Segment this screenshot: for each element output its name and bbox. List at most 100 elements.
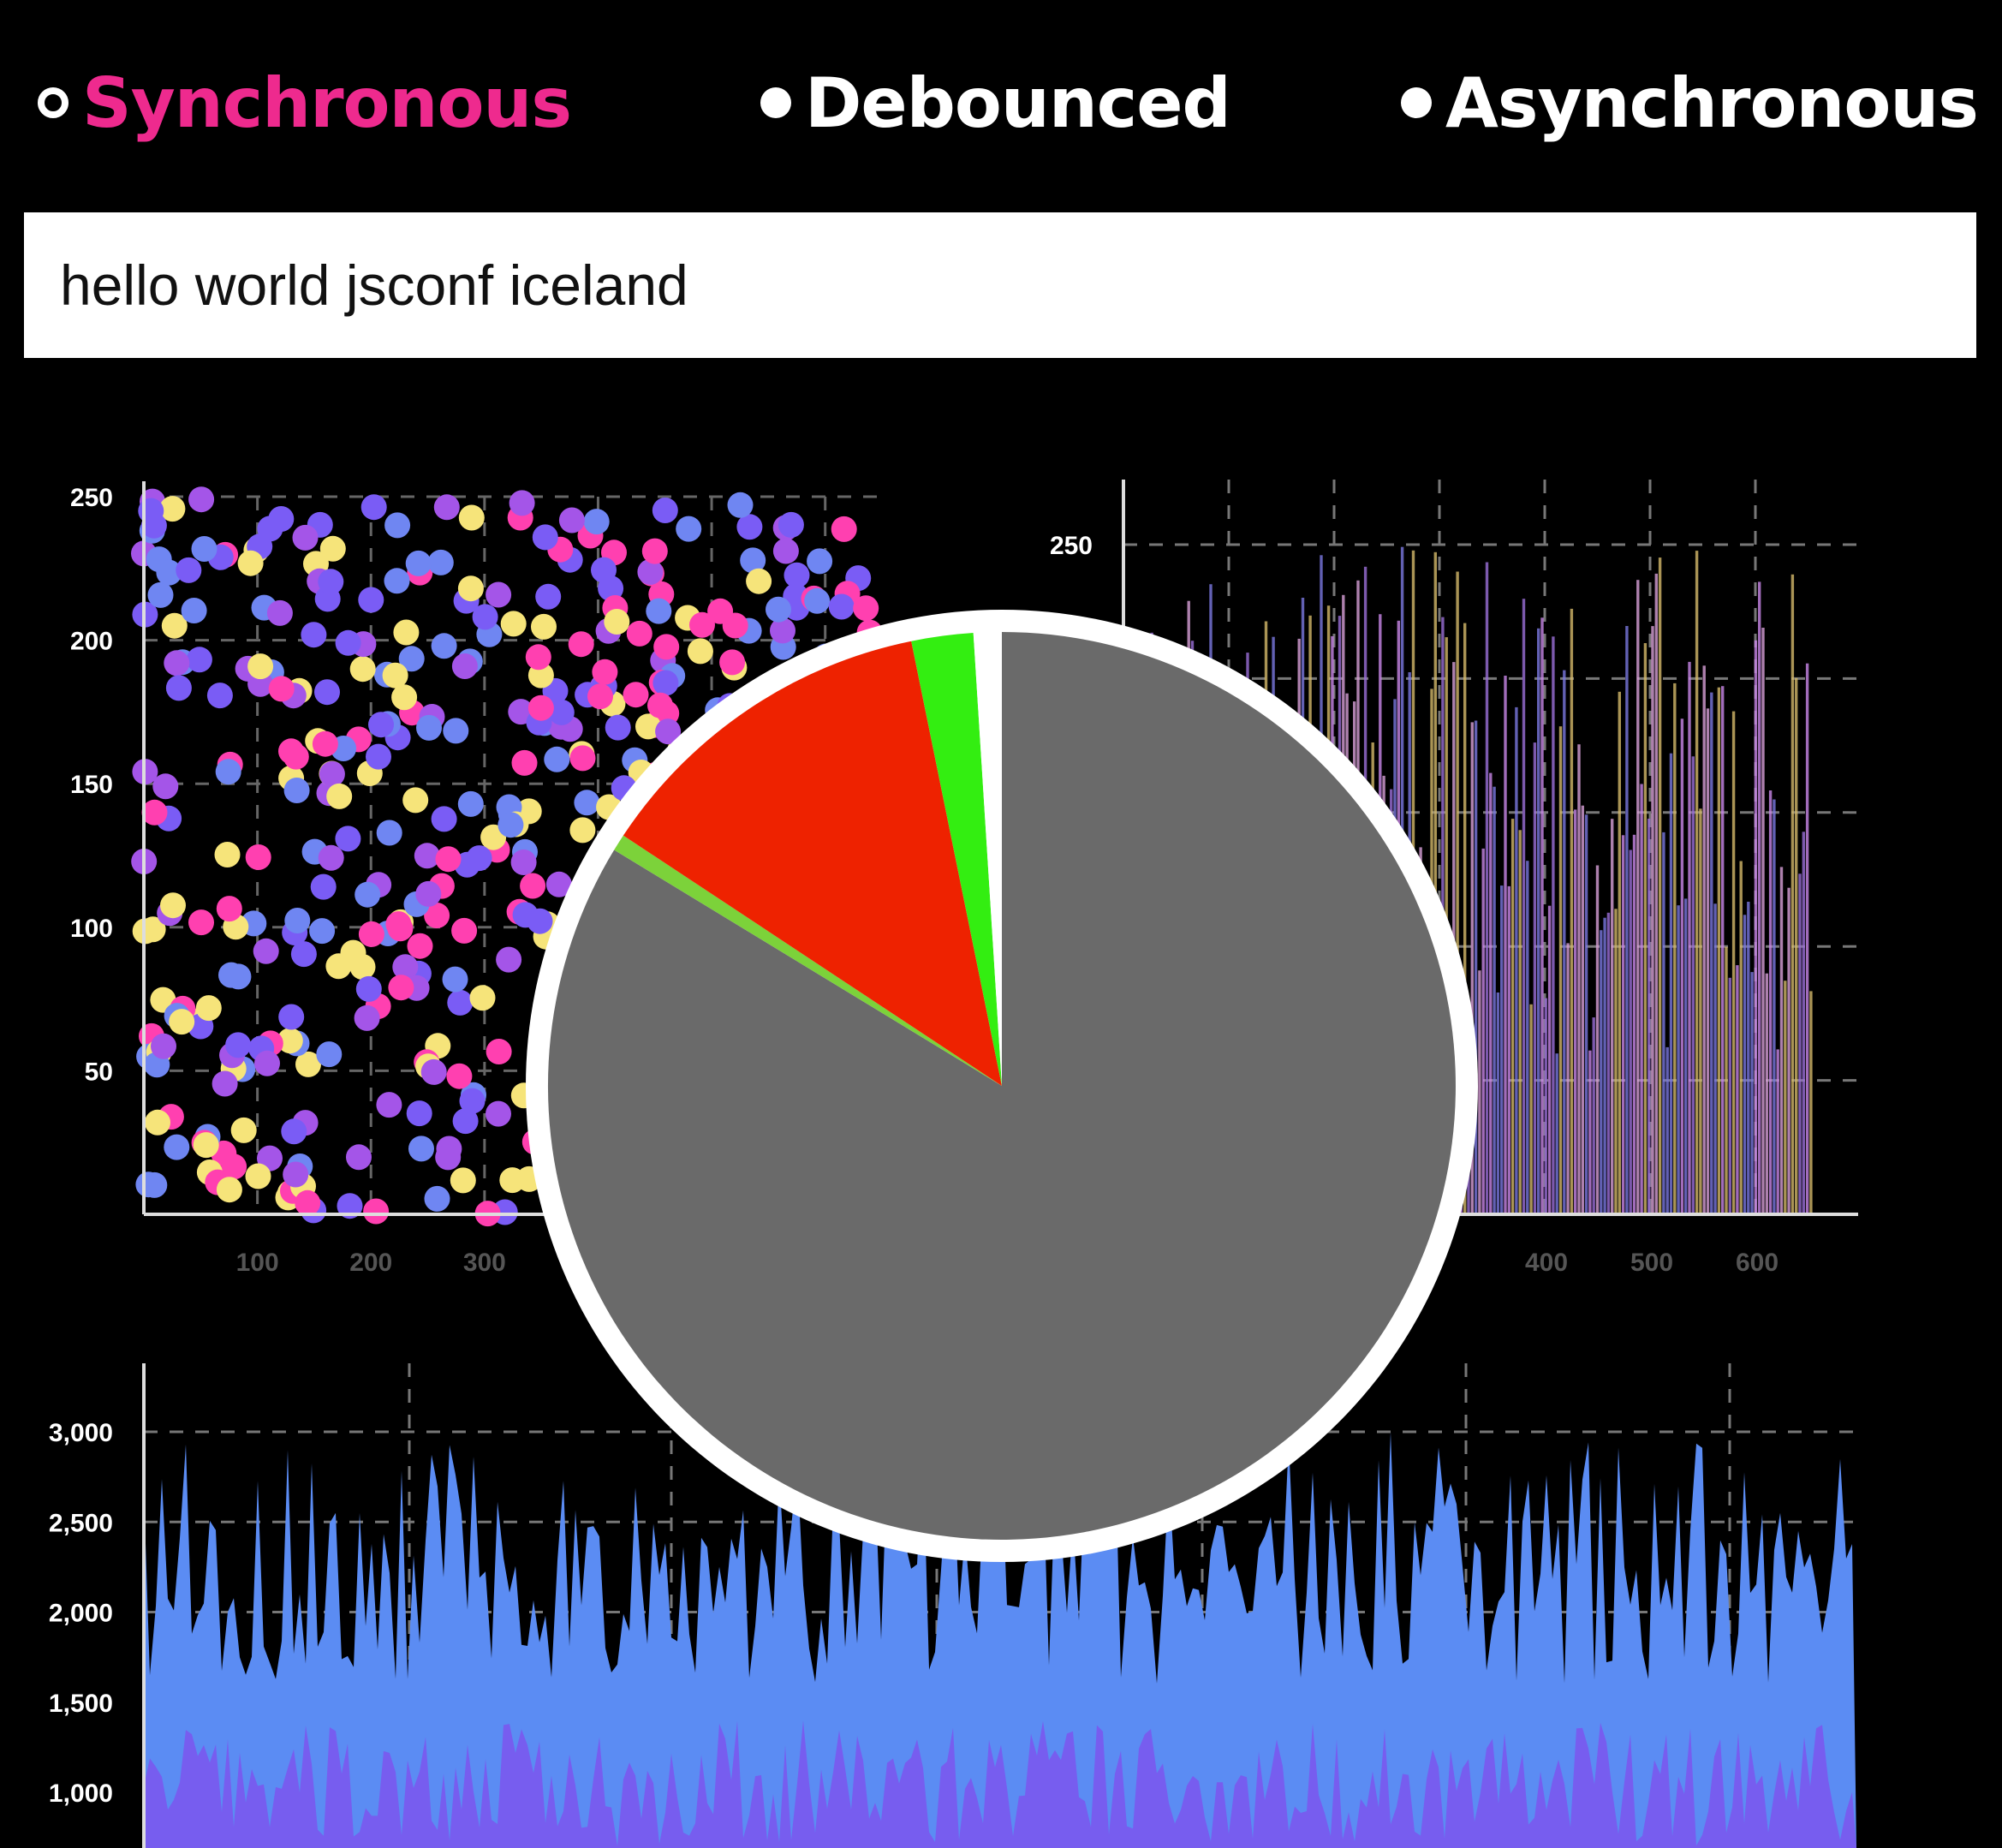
data-point [363, 1198, 390, 1225]
mode-option-synchronous[interactable]: Synchronous [38, 51, 572, 154]
bar [1669, 753, 1673, 1214]
radio-icon[interactable] [760, 87, 791, 118]
data-point [337, 1193, 363, 1219]
x-tick-label: 300 [463, 1249, 506, 1277]
data-point [230, 1117, 257, 1143]
data-point [319, 535, 346, 562]
data-point [295, 1189, 321, 1216]
data-point [466, 845, 492, 872]
mode-label-synchronous: Synchronous [82, 63, 572, 143]
data-point [141, 799, 168, 826]
bar [1496, 993, 1500, 1214]
bar [1706, 708, 1710, 1214]
data-point [778, 511, 804, 538]
bar [1658, 557, 1662, 1214]
bar [1537, 628, 1540, 1214]
bar [1695, 551, 1699, 1214]
data-point [828, 593, 855, 620]
bar [1702, 665, 1706, 1214]
data-point [195, 995, 222, 1022]
bar [1600, 930, 1603, 1214]
data-point [408, 1136, 434, 1162]
data-point [804, 587, 831, 614]
x-tick-label: 400 [1525, 1249, 1568, 1277]
data-point [169, 1009, 195, 1035]
bar [1773, 799, 1776, 1214]
text-input[interactable] [24, 212, 1976, 358]
radio-icon[interactable] [1401, 87, 1432, 118]
bar [1529, 1004, 1533, 1214]
data-point [191, 536, 217, 562]
data-point [416, 714, 442, 741]
data-point [254, 1050, 280, 1076]
data-point [605, 714, 631, 741]
bar [1595, 865, 1600, 1214]
bar [1665, 1046, 1669, 1214]
pie-slice [623, 641, 1002, 1086]
mode-label-asynchronous: Asynchronous [1445, 63, 1979, 143]
bar [1662, 832, 1665, 1214]
data-point [420, 1058, 447, 1085]
data-point [450, 1167, 476, 1194]
bar [1493, 786, 1496, 1214]
y-tick-label: 100 [70, 915, 113, 943]
data-point [402, 787, 429, 814]
x-tick-label: 500 [1630, 1249, 1673, 1277]
data-point [385, 911, 412, 938]
bar [1526, 861, 1529, 1214]
data-point [719, 649, 746, 676]
bar [1566, 943, 1570, 1214]
pie-slice [547, 632, 1456, 1540]
bar [1544, 998, 1547, 1214]
data-point [326, 783, 353, 809]
mode-option-asynchronous[interactable]: Asynchronous [1401, 51, 1979, 154]
data-point [247, 653, 274, 680]
data-point [147, 581, 174, 608]
data-point [583, 509, 610, 535]
y-tick-label: 250 [1050, 532, 1093, 560]
data-point [525, 644, 551, 671]
data-point [548, 699, 575, 725]
data-point [349, 656, 376, 683]
bar [1761, 628, 1765, 1214]
bar [1577, 744, 1581, 1214]
data-point [415, 880, 442, 907]
data-point [427, 549, 454, 575]
data-point [186, 647, 212, 673]
bar [1474, 720, 1478, 1214]
bar [1478, 970, 1481, 1214]
data-point [784, 562, 810, 588]
data-point [181, 598, 207, 623]
bar [1485, 562, 1489, 1214]
bar [1795, 677, 1798, 1214]
data-point [770, 617, 795, 644]
y-tick-label: 3,000 [49, 1419, 113, 1447]
bar [1611, 819, 1614, 1214]
bar [1481, 848, 1485, 1214]
data-point [772, 538, 799, 564]
mode-option-debounced[interactable]: Debounced [760, 51, 1231, 154]
radio-icon[interactable] [38, 87, 69, 118]
data-point [635, 713, 661, 740]
data-point [384, 568, 410, 594]
bar [1758, 581, 1761, 1214]
bar [1632, 834, 1636, 1214]
data-point [393, 619, 420, 646]
bar [1798, 873, 1802, 1214]
data-point [574, 790, 600, 816]
data-point [447, 989, 474, 1016]
bar [1570, 608, 1574, 1214]
bar [1606, 912, 1611, 1214]
bar [1776, 1049, 1779, 1214]
area-series [144, 1720, 1856, 1848]
bar [1717, 687, 1721, 1214]
bar [1673, 683, 1677, 1214]
bar [1699, 808, 1702, 1214]
bar [1456, 571, 1459, 1214]
data-point [283, 1161, 309, 1188]
bar [1728, 977, 1731, 1214]
data-point [301, 622, 327, 648]
bar [1643, 643, 1647, 1214]
data-point [486, 1039, 512, 1064]
y-tick-label: 50 [85, 1058, 113, 1086]
